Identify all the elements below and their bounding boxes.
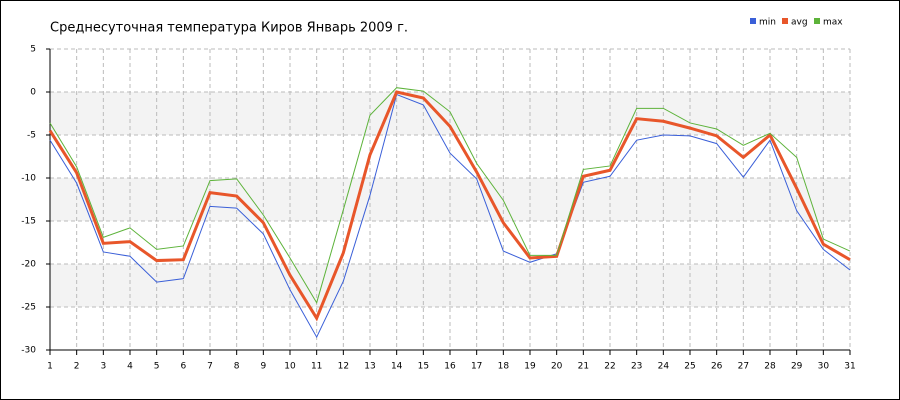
legend-swatch <box>782 18 788 24</box>
x-tick-label: 27 <box>738 362 749 372</box>
legend-swatch <box>814 18 820 24</box>
y-tick-label: 5 <box>30 45 36 55</box>
x-tick-label: 19 <box>524 362 536 372</box>
x-tick-label: 20 <box>551 362 563 372</box>
x-tick-label: 11 <box>311 362 322 372</box>
x-tick-label: 14 <box>391 362 403 372</box>
x-tick-label: 22 <box>604 362 615 372</box>
x-tick-label: 31 <box>844 362 855 372</box>
x-tick-label: 18 <box>498 362 510 372</box>
legend-label: avg <box>791 18 808 28</box>
y-tick-label: -30 <box>21 346 36 356</box>
x-tick-label: 3 <box>100 362 106 372</box>
x-tick-label: 28 <box>764 362 776 372</box>
band <box>50 264 850 307</box>
x-tick-label: 26 <box>711 362 723 372</box>
x-tick-label: 2 <box>74 362 80 372</box>
legend-swatch <box>750 18 756 24</box>
y-tick-label: -15 <box>21 217 36 227</box>
x-tick-label: 6 <box>180 362 186 372</box>
x-tick-label: 15 <box>418 362 429 372</box>
x-tick-label: 9 <box>260 362 266 372</box>
x-tick-label: 7 <box>207 362 213 372</box>
x-tick-label: 21 <box>578 362 589 372</box>
x-tick-label: 13 <box>364 362 375 372</box>
x-tick-label: 16 <box>444 362 456 372</box>
chart-title: Среднесуточная температура Киров Январь … <box>50 21 408 36</box>
x-tick-label: 25 <box>684 362 695 372</box>
x-tick-label: 30 <box>818 362 830 372</box>
legend-label: min <box>759 18 776 28</box>
series-line <box>49 87 851 304</box>
x-tick-label: 12 <box>338 362 349 372</box>
x-tick-label: 8 <box>234 362 240 372</box>
series-line <box>49 93 851 339</box>
y-tick-label: -25 <box>21 303 36 313</box>
y-tick-label: 0 <box>30 88 36 98</box>
series-line <box>48 90 851 322</box>
x-tick-label: 17 <box>471 362 482 372</box>
y-tick-label: -20 <box>21 260 36 270</box>
legend-label: max <box>823 18 843 28</box>
x-tick-label: 1 <box>47 362 53 372</box>
x-tick-label: 5 <box>154 362 160 372</box>
x-tick-label: 24 <box>658 362 670 372</box>
y-tick-label: -10 <box>21 174 36 184</box>
x-tick-label: 29 <box>791 362 803 372</box>
x-tick-label: 4 <box>127 362 133 372</box>
x-tick-label: 23 <box>631 362 642 372</box>
x-tick-label: 10 <box>284 362 296 372</box>
y-tick-label: -5 <box>27 131 36 141</box>
